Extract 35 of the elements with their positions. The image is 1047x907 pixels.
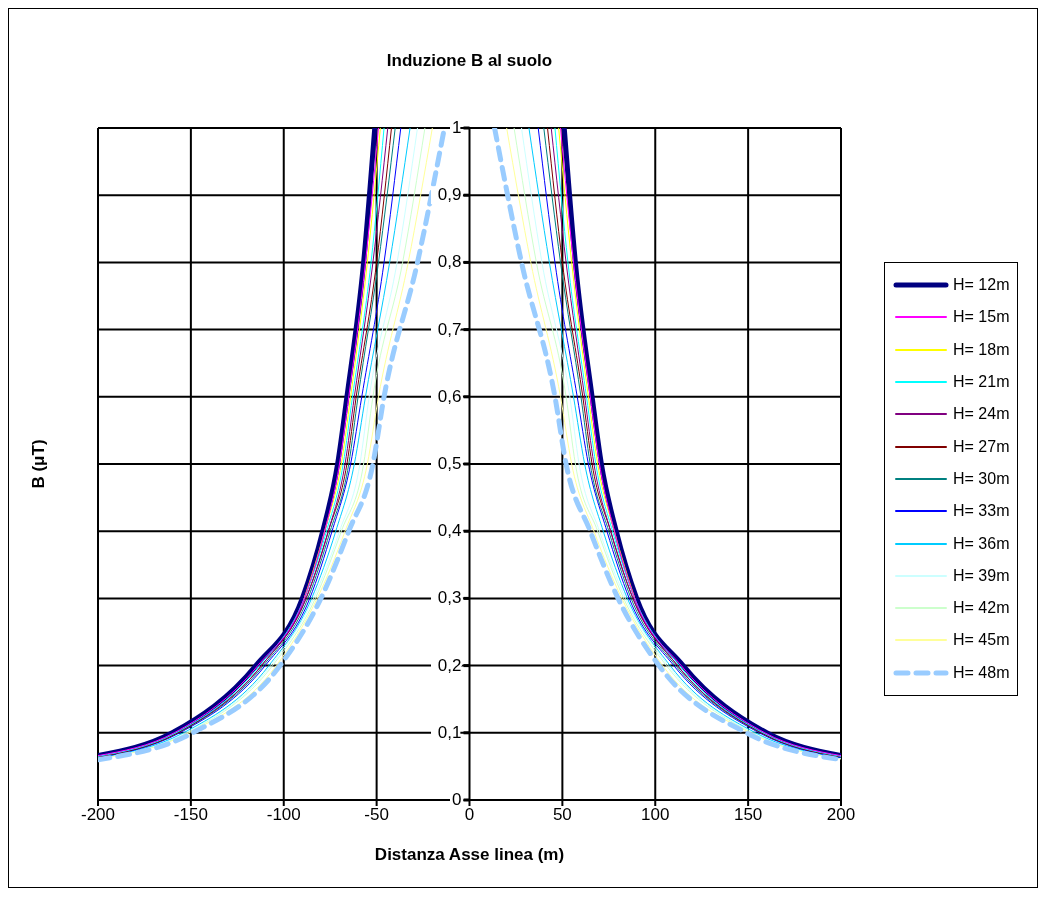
y-tick-label: 0,3: [437, 588, 462, 608]
y-tick-label: 0,9: [437, 185, 462, 205]
legend-label: H= 18m: [953, 340, 1010, 359]
x-tick-label: -150: [173, 805, 208, 825]
legend-label: H= 21m: [953, 373, 1010, 392]
x-tick-label: -100: [266, 805, 301, 825]
y-tick-label: 0,1: [437, 722, 462, 742]
legend-label: H= 27m: [953, 437, 1010, 456]
x-tick-label: 150: [733, 805, 763, 825]
y-tick-label: 0,2: [437, 655, 462, 675]
legend-label: H= 45m: [953, 631, 1010, 650]
legend-label: H= 39m: [953, 566, 1010, 585]
legend-label: H= 42m: [953, 599, 1010, 618]
legend-label: H= 30m: [953, 469, 1010, 488]
x-axis-title: Distanza Asse linea (m): [374, 845, 565, 864]
x-tick-label: 50: [552, 805, 572, 825]
x-tick-label: -200: [80, 805, 116, 825]
y-tick-label: 0,5: [437, 454, 462, 473]
x-tick-label: 200: [826, 805, 856, 825]
chart-title: Induzione B al suolo: [385, 51, 554, 71]
legend-label: H= 24m: [953, 405, 1010, 424]
x-tick-label: -50: [364, 805, 389, 825]
y-axis-title: B (μT): [29, 439, 49, 489]
legend-label: H= 12m: [953, 276, 1010, 295]
x-tick-label: 100: [641, 805, 670, 825]
y-tick-label: 0,8: [437, 252, 462, 272]
y-tick-label: 1: [452, 118, 462, 137]
legend-label: H= 48m: [953, 663, 1010, 682]
legend-label: H= 33m: [953, 502, 1010, 521]
y-tick-label: 0,6: [437, 386, 462, 406]
y-tick-label: 0,4: [437, 521, 462, 541]
y-tick-label: 0,7: [437, 319, 462, 339]
legend-label: H= 36m: [953, 534, 1010, 553]
y-tick-label: 0: [452, 790, 462, 809]
legend-label: H= 15m: [953, 308, 1010, 327]
